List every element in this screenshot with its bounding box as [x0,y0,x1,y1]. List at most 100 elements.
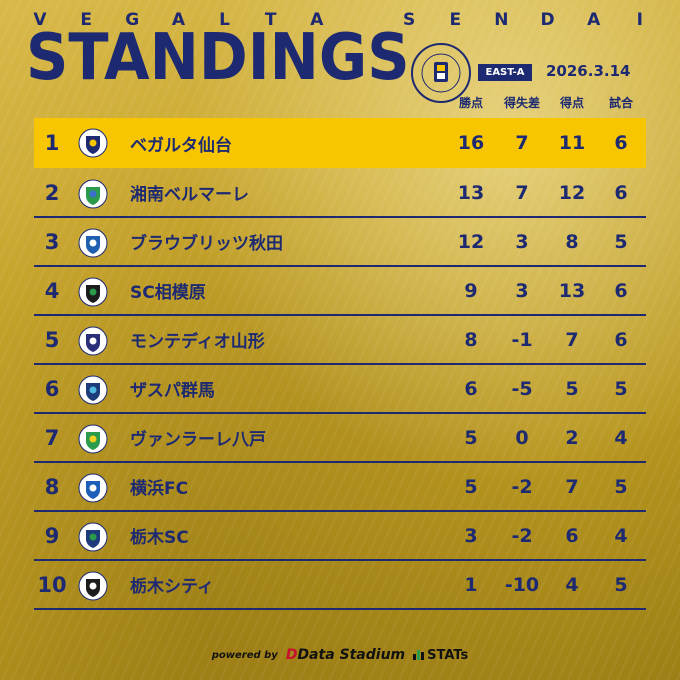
data-stadium-label: Data Stadium [297,647,406,663]
brand-letter: V [33,10,47,30]
column-header-goals: 得点 [559,96,584,110]
team-name: ザスパ群馬 [130,381,215,401]
brand-letter: I [636,10,643,30]
team-name: モンテディオ山形 [130,332,265,352]
stats-label: STATs [427,647,469,663]
rank: 10 [37,572,67,597]
goals-value: 13 [558,279,586,302]
goals-value: 2 [565,426,579,449]
goal-diff-value: -5 [511,377,533,400]
table-row: 10 栃木シティ 1 -10 4 5 [34,561,646,610]
rank: 3 [44,229,60,254]
played-value: 6 [614,181,628,204]
points-value: 3 [464,524,478,547]
group-badge: EAST-A [478,64,532,81]
points-value: 9 [464,279,478,302]
points-value: 12 [457,230,485,253]
played-value: 5 [614,377,628,400]
footer-credits: powered by DData Stadium STATs [0,642,680,668]
goals-value: 7 [565,328,579,351]
column-header-goal-diff: 得失差 [503,96,540,110]
goal-diff-value: 3 [515,230,529,253]
rank: 5 [44,327,60,352]
data-stadium-logo: DData Stadium [285,647,406,663]
brand-letter: N [494,10,509,30]
team-name: ベガルタ仙台 [130,135,232,156]
brand-letter: E [80,10,92,30]
table-row: 9 栃木SC 3 -2 6 4 [34,512,646,561]
brand-letter: A [587,10,601,30]
goal-diff-value: -2 [511,524,533,547]
goals-value: 12 [558,181,586,204]
table-row: 2 湘南ベルマーレ 13 7 12 6 [34,169,646,218]
rank: 7 [44,425,60,450]
points-value: 6 [464,377,478,400]
team-crest-icon [78,375,108,405]
table-row: 6 ザスパ群馬 6 -5 5 5 [34,365,646,414]
team-name: 横浜FC [130,479,189,499]
powered-by-label: powered by [211,649,278,661]
goals-value: 7 [565,475,579,498]
team-crest-icon [78,277,108,307]
goals-value: 5 [565,377,579,400]
points-value: 16 [457,132,485,154]
points-value: 5 [464,475,478,498]
page-title: STANDINGS [26,21,410,95]
team-name: ブラウブリッツ秋田 [130,234,283,254]
points-value: 8 [464,328,478,351]
team-name: 湘南ベルマーレ [130,185,249,205]
points-value: 1 [464,573,478,596]
played-value: 5 [614,475,628,498]
goals-value: 4 [565,573,579,596]
rank: 9 [44,523,60,548]
brand-letter: L [219,10,230,30]
team-crest-icon [78,179,108,209]
played-value: 6 [614,132,628,154]
goal-diff-value: -1 [511,328,533,351]
goals-value: 8 [565,230,579,253]
column-header-points: 勝点 [458,96,483,110]
goal-diff-value: -2 [511,475,533,498]
brand-letter: T [264,10,277,30]
rank: 4 [44,278,60,303]
goal-diff-value: 3 [515,279,529,302]
jleague-emblem-icon [411,43,471,103]
played-value: 6 [614,279,628,302]
brand-letter: A [171,10,185,30]
goal-diff-value: 7 [515,181,529,204]
points-value: 5 [464,426,478,449]
team-crest-icon [78,326,108,356]
stats-bars-icon [413,650,425,660]
standings-table: 1 ベガルタ仙台 16 7 11 6 2 湘南ベルマーレ 13 7 12 6 3 ブラウブリッツ秋田 12 3… [34,118,646,610]
table-row: 1 ベガルタ仙台 16 7 11 6 [34,118,646,168]
brand-letter: D [540,10,555,30]
goal-diff-value: 0 [515,426,529,449]
brand-letter: G [125,10,140,30]
team-crest-icon [78,424,108,454]
played-value: 5 [614,230,628,253]
rank: 1 [44,131,60,155]
table-row: 4 SC相模原 9 3 13 6 [34,267,646,316]
match-date: 2026.3.14 [546,62,631,80]
team-name: 栃木SC [130,528,189,548]
rank: 2 [44,180,60,205]
played-value: 4 [614,426,628,449]
stats-logo: STATs [413,648,468,663]
brand-letter: A [310,10,324,30]
goals-value: 6 [565,524,579,547]
team-name: SC相模原 [130,283,206,303]
team-name: ヴァンラーレ八戸 [130,430,266,450]
played-value: 4 [614,524,628,547]
team-crest-icon [78,228,108,258]
goals-value: 11 [558,132,586,154]
team-crest-icon [78,522,108,552]
team-name: 栃木シティ [130,577,214,597]
team-crest-icon [78,571,108,601]
rank: 8 [44,474,60,499]
table-row: 5 モンテディオ山形 8 -1 7 6 [34,316,646,365]
points-value: 13 [457,181,485,204]
table-row: 7 ヴァンラーレ八戸 5 0 2 4 [34,414,646,463]
column-header-played: 試合 [608,96,633,110]
